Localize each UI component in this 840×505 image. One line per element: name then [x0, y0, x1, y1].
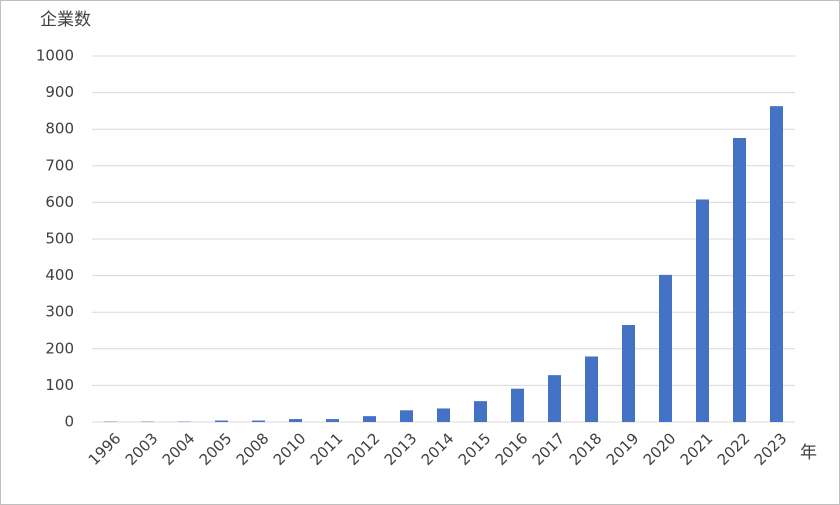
y-tick-label: 900: [45, 83, 74, 101]
y-tick-label: 0: [64, 413, 74, 431]
bar: [437, 408, 450, 422]
bar: [326, 419, 339, 422]
bar: [548, 375, 561, 422]
y-axis-title: 企業数: [40, 10, 91, 30]
bar: [733, 137, 746, 422]
bar: [511, 388, 524, 422]
x-axis-title: 年: [800, 443, 817, 463]
bar: [770, 106, 783, 422]
y-tick-label: 100: [45, 376, 74, 394]
bar: [696, 199, 709, 422]
bar: [585, 356, 598, 422]
y-tick-label: 500: [45, 230, 74, 248]
bar: [474, 401, 487, 422]
bar: [252, 420, 265, 422]
y-tick-label: 1000: [36, 47, 74, 65]
bar: [215, 420, 228, 422]
y-tick-label: 600: [45, 193, 74, 211]
y-tick-label: 200: [45, 339, 74, 357]
bar: [363, 416, 376, 422]
y-tick-label: 700: [45, 156, 74, 174]
bar: [289, 419, 302, 422]
y-tick-label: 800: [45, 120, 74, 138]
y-tick-label: 400: [45, 266, 74, 284]
y-tick-label: 300: [45, 303, 74, 321]
bar: [622, 325, 635, 422]
bar: [659, 274, 672, 422]
bar: [400, 410, 413, 422]
